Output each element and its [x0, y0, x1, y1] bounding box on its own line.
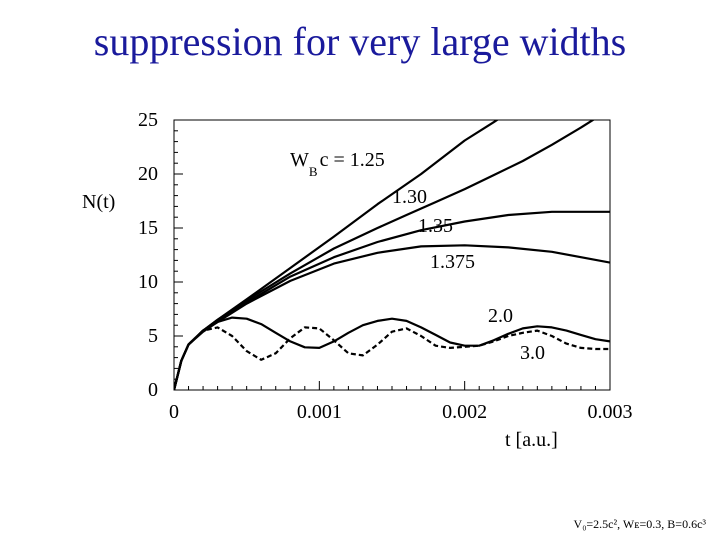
series-line-3_0 — [174, 326, 610, 390]
x-tick-label: 0.003 — [588, 401, 633, 423]
legend-title-main: W — [290, 149, 309, 171]
y-tick-label: 5 — [148, 325, 158, 347]
series-label-1_35: 1.35 — [418, 215, 453, 237]
x-tick-label: 0.002 — [442, 401, 487, 423]
footnote: V₀=2.5c², Wᴇ=0.3, B=0.6c³ — [573, 517, 706, 531]
series-label-1_375: 1.375 — [430, 251, 475, 273]
x-axis-label: t [a.u.] — [505, 429, 558, 451]
series-label-3_0: 3.0 — [520, 342, 545, 364]
y-tick-label: 20 — [138, 163, 158, 185]
x-tick-label: 0.001 — [297, 401, 342, 423]
slide-title: suppression for very large widths — [93, 19, 627, 64]
legend-title-rest: c = 1.25 — [320, 149, 385, 171]
legend-title-sub: B — [309, 164, 318, 179]
legend-title: WBc = 1.25 — [290, 149, 385, 179]
series-line-2_0 — [174, 316, 610, 390]
x-tick-label: 0 — [169, 401, 179, 423]
series-lines — [174, 120, 610, 390]
x-ticks: 0 0.001 0.002 0.003 — [169, 381, 633, 423]
y-tick-label: 0 — [148, 379, 158, 401]
series-label-2_0: 2.0 — [488, 305, 513, 327]
y-ticks: 0 5 10 15 20 25 — [138, 109, 183, 401]
y-tick-label: 15 — [138, 217, 158, 239]
y-tick-label: 25 — [138, 109, 158, 131]
y-tick-label: 10 — [138, 271, 158, 293]
series-labels: 1.30 1.35 1.375 2.0 3.0 — [392, 186, 545, 364]
series-label-1_30: 1.30 — [392, 186, 427, 208]
y-axis-label: N(t) — [82, 191, 115, 213]
